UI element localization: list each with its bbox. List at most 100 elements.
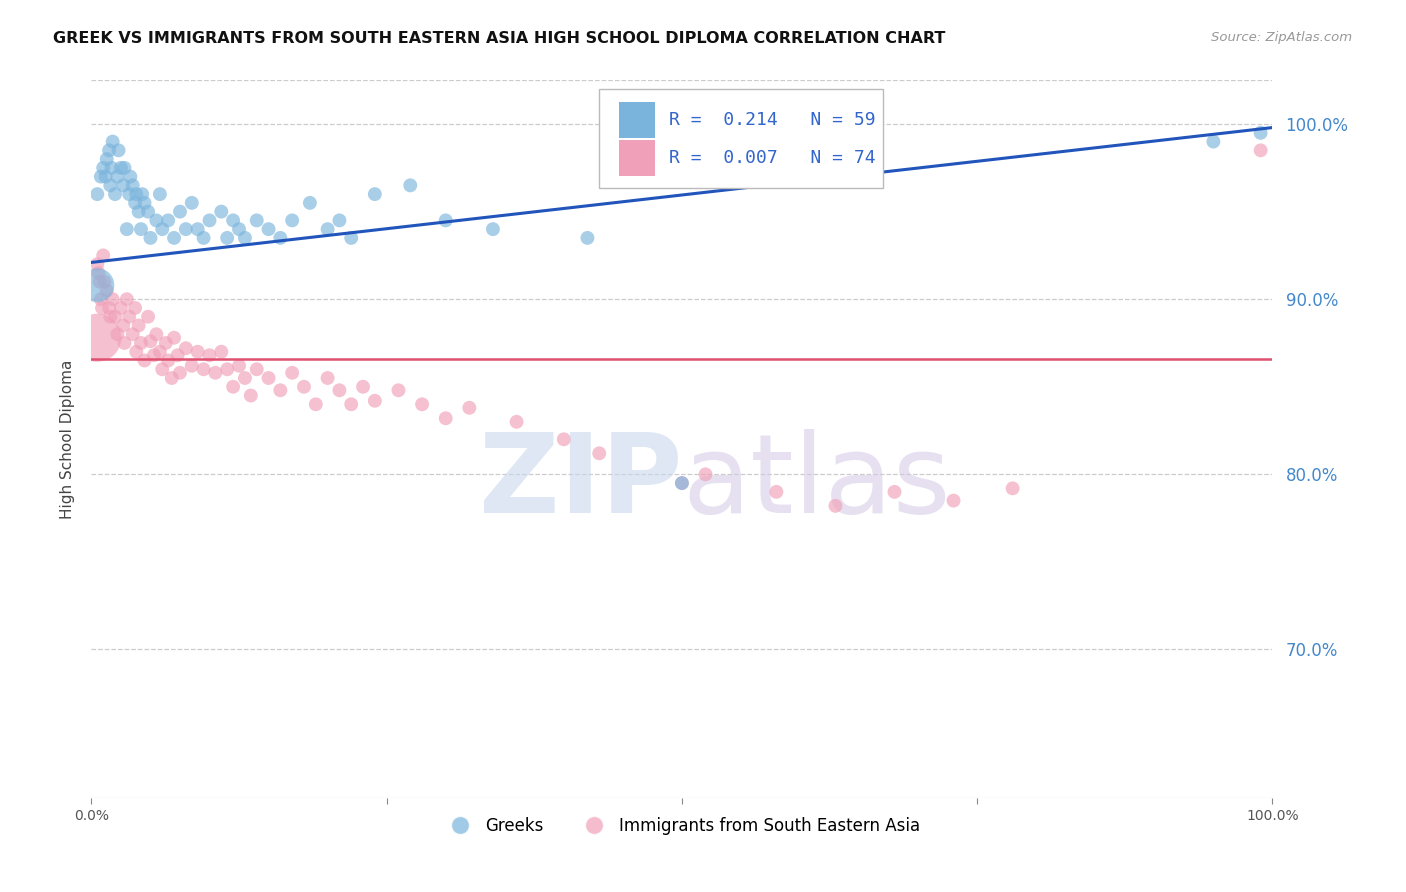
- Point: [434, 213, 457, 227]
- Point: [134, 353, 156, 368]
- Point: [129, 222, 152, 236]
- Point: [298, 195, 321, 210]
- Point: [292, 380, 315, 394]
- Point: [399, 178, 422, 193]
- Point: [112, 178, 135, 193]
- Point: [115, 222, 138, 236]
- Point: [180, 359, 202, 373]
- Point: [98, 144, 121, 158]
- Point: [364, 393, 387, 408]
- Point: [553, 433, 575, 447]
- Point: [139, 334, 162, 349]
- Point: [104, 187, 127, 202]
- Point: [115, 292, 138, 306]
- Point: [209, 344, 232, 359]
- Point: [233, 231, 256, 245]
- Point: [352, 380, 374, 394]
- Point: [281, 366, 304, 380]
- Point: [458, 401, 481, 415]
- Point: [222, 213, 245, 227]
- Point: [89, 275, 111, 289]
- Point: [228, 222, 250, 236]
- Point: [136, 310, 159, 324]
- Point: [576, 231, 599, 245]
- Point: [505, 415, 527, 429]
- Point: [120, 169, 142, 184]
- Point: [112, 318, 135, 333]
- Point: [198, 348, 221, 362]
- Point: [107, 144, 129, 158]
- Point: [187, 344, 209, 359]
- Point: [91, 301, 114, 315]
- Point: [157, 353, 180, 368]
- Point: [134, 195, 156, 210]
- Point: [118, 310, 141, 324]
- Point: [121, 327, 143, 342]
- Point: [136, 204, 159, 219]
- Point: [96, 284, 118, 298]
- Y-axis label: High School Diploma: High School Diploma: [59, 359, 75, 519]
- Point: [150, 222, 173, 236]
- Point: [1001, 481, 1024, 495]
- FancyBboxPatch shape: [599, 89, 883, 188]
- Point: [198, 213, 221, 227]
- Point: [257, 371, 280, 385]
- Text: ZIP: ZIP: [478, 429, 682, 536]
- Point: [86, 278, 108, 293]
- Point: [1202, 135, 1225, 149]
- FancyBboxPatch shape: [619, 102, 655, 137]
- Point: [411, 397, 433, 411]
- Point: [180, 195, 202, 210]
- Point: [160, 371, 183, 385]
- Point: [114, 336, 136, 351]
- Point: [588, 446, 610, 460]
- Point: [90, 292, 112, 306]
- Point: [193, 231, 215, 245]
- Point: [94, 169, 117, 184]
- Point: [209, 204, 232, 219]
- Point: [166, 348, 188, 362]
- FancyBboxPatch shape: [619, 140, 655, 176]
- Point: [387, 384, 409, 398]
- Point: [150, 362, 173, 376]
- Point: [145, 213, 167, 227]
- Point: [281, 213, 304, 227]
- Point: [163, 231, 186, 245]
- Point: [105, 169, 128, 184]
- Point: [93, 275, 115, 289]
- Point: [316, 222, 339, 236]
- Point: [101, 135, 124, 149]
- Point: [129, 336, 152, 351]
- Point: [239, 388, 262, 402]
- Point: [139, 231, 162, 245]
- Point: [125, 187, 148, 202]
- Point: [671, 476, 693, 491]
- Point: [143, 348, 166, 362]
- Point: [316, 371, 339, 385]
- Point: [149, 344, 172, 359]
- Point: [1250, 126, 1272, 140]
- Text: Source: ZipAtlas.com: Source: ZipAtlas.com: [1212, 31, 1353, 45]
- Point: [86, 331, 108, 345]
- Text: atlas: atlas: [682, 429, 950, 536]
- Point: [765, 484, 787, 499]
- Point: [482, 222, 505, 236]
- Point: [86, 257, 108, 271]
- Point: [101, 292, 124, 306]
- Point: [246, 362, 269, 376]
- Point: [824, 499, 846, 513]
- Point: [124, 301, 146, 315]
- Point: [671, 476, 693, 491]
- Point: [110, 301, 132, 315]
- Point: [169, 204, 191, 219]
- Point: [204, 366, 226, 380]
- Point: [91, 161, 114, 175]
- Point: [118, 187, 141, 202]
- Point: [328, 384, 350, 398]
- Point: [695, 467, 717, 482]
- Legend: Greeks, Immigrants from South Eastern Asia: Greeks, Immigrants from South Eastern As…: [437, 810, 927, 842]
- Point: [131, 187, 153, 202]
- Point: [121, 178, 143, 193]
- Point: [340, 397, 363, 411]
- Point: [91, 248, 114, 262]
